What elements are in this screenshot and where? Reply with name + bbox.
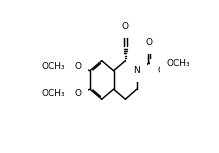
Text: O: O	[74, 62, 81, 71]
Text: OCH₃: OCH₃	[42, 89, 65, 98]
Text: O: O	[146, 38, 153, 47]
Text: O: O	[122, 22, 129, 31]
Text: N: N	[133, 66, 140, 75]
Text: OCH₃: OCH₃	[167, 58, 191, 67]
Text: OCH₃: OCH₃	[42, 62, 65, 71]
Text: O: O	[74, 89, 81, 98]
Text: O: O	[157, 66, 164, 75]
